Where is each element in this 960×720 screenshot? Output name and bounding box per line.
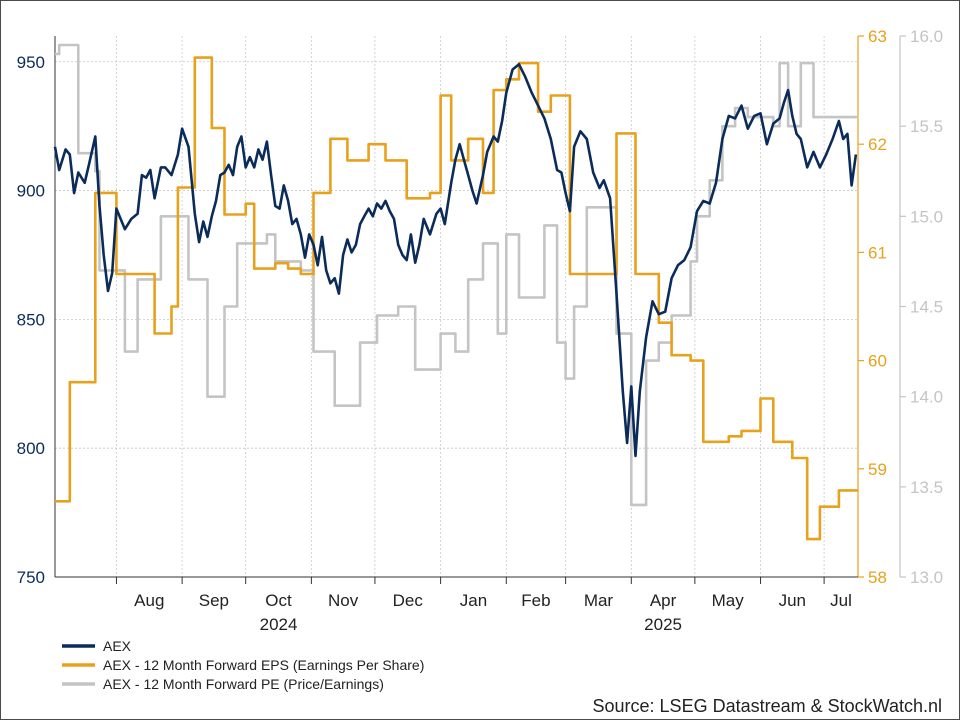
pe-line	[55, 43, 858, 507]
pe-tick-label: 14.0	[910, 388, 943, 407]
x-year-label-2025: 2025	[644, 615, 682, 634]
left-tick-label: 800	[17, 439, 45, 458]
legend: AEX AEX - 12 Month Forward EPS (Earnings …	[62, 638, 424, 692]
pe-tick-label: 15.0	[910, 207, 943, 226]
pe-tick-label: 13.0	[910, 568, 943, 587]
aex-line	[53, 63, 858, 458]
x-tick-label-jan: Jan	[460, 591, 487, 610]
source-note: Source: LSEG Datastream & StockWatch.nl	[592, 696, 942, 716]
x-tick-label-aug: Aug	[134, 591, 164, 610]
x-tick-label-jun: Jun	[779, 591, 806, 610]
pe-tick-label: 13.5	[910, 478, 943, 497]
legend-label: AEX - 12 Month Forward EPS (Earnings Per…	[103, 657, 424, 673]
left-tick-label: 950	[17, 53, 45, 72]
x-year-label-2024: 2024	[260, 615, 298, 634]
series-lines	[53, 43, 858, 541]
x-tick-label-mar: Mar	[584, 591, 614, 610]
x-tick-label-oct: Oct	[265, 591, 292, 610]
left-tick-label: 900	[17, 182, 45, 201]
eps-line	[55, 56, 858, 541]
x-tick-label-apr: Apr	[650, 591, 677, 610]
eps-tick-label: 63	[868, 27, 887, 46]
eps-tick-label: 61	[868, 243, 887, 262]
legend-label: AEX	[103, 638, 132, 654]
x-tick-label-dec: Dec	[393, 591, 424, 610]
axes: Aug Sep Oct Nov Dec Jan Feb Mar Apr May Jun Jul 2024…	[17, 27, 943, 634]
x-tick-label-feb: Feb	[521, 591, 550, 610]
x-tick-label-may: May	[712, 591, 745, 610]
pe-tick-label: 14.5	[910, 298, 943, 317]
legend-label: AEX - 12 Month Forward PE (Price/Earning…	[103, 676, 384, 692]
x-tick-label-nov: Nov	[328, 591, 359, 610]
eps-tick-label: 59	[868, 460, 887, 479]
eps-tick-label: 60	[868, 352, 887, 371]
eps-tick-label: 58	[868, 568, 887, 587]
pe-tick-label: 16.0	[910, 27, 943, 46]
x-tick-label-jul: Jul	[830, 591, 852, 610]
eps-tick-label: 62	[868, 135, 887, 154]
left-tick-label: 850	[17, 310, 45, 329]
x-tick-label-sep: Sep	[199, 591, 229, 610]
pe-tick-label: 15.5	[910, 117, 943, 136]
left-tick-label: 750	[17, 568, 45, 587]
